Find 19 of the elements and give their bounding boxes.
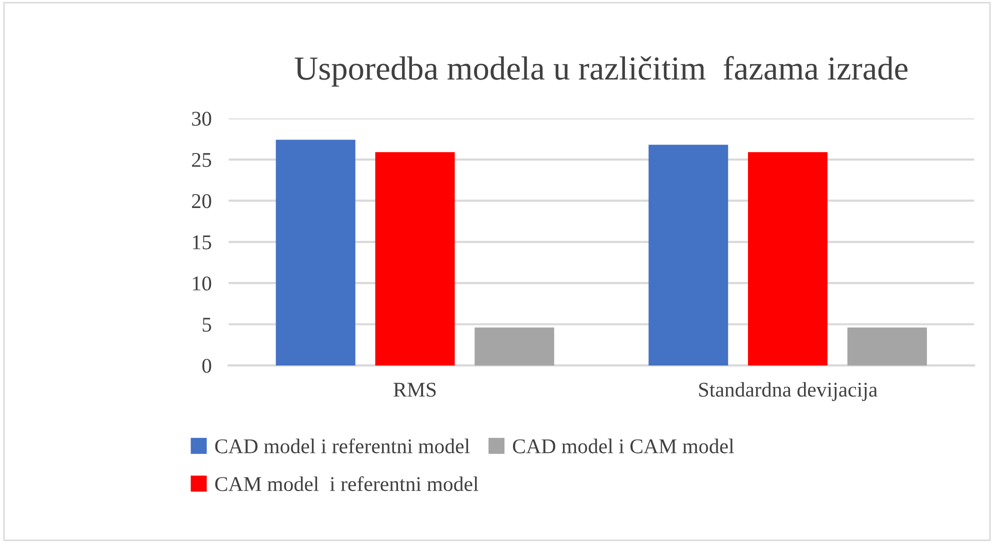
bar (748, 152, 828, 366)
y-tick-label: 30 (192, 112, 212, 126)
bar (474, 328, 554, 366)
chart-title: Usporedba modela u različitim fazama izrade (294, 56, 908, 87)
bar (847, 328, 927, 366)
legend-label: CAD model i CAM model (512, 438, 734, 454)
y-tick-label: 5 (202, 318, 212, 332)
legend-label: CAM model i referentni model (215, 476, 478, 492)
y-tick-label: 15 (192, 235, 212, 250)
legend-label: CAD model i referentni model (215, 438, 470, 454)
x-tick-label: Standardna devijacija (699, 382, 878, 401)
bar (375, 152, 455, 366)
bar (648, 144, 728, 366)
y-tick-label: 0 (202, 358, 212, 373)
y-tick-label: 25 (192, 152, 212, 167)
y-tick-label: 10 (192, 276, 212, 291)
y-tick-label: 20 (192, 194, 212, 208)
bar (276, 140, 356, 366)
x-tick-label: RMS (394, 382, 436, 397)
